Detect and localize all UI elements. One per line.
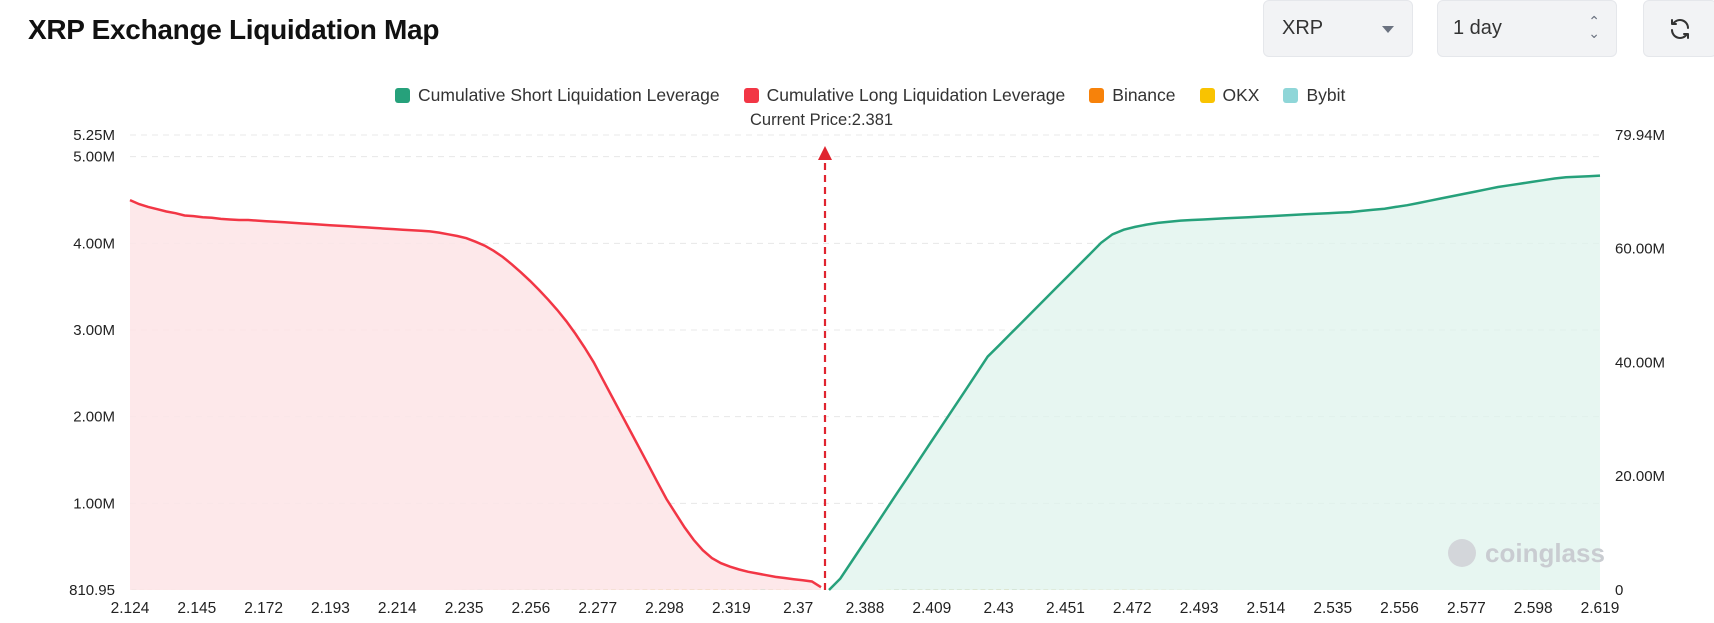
- legend-label: OKX: [1222, 85, 1260, 105]
- legend-label: Cumulative Long Liquidation Leverage: [766, 85, 1066, 105]
- legend-label: Cumulative Short Liquidation Leverage: [418, 85, 720, 105]
- range-select[interactable]: 1 day ⌃ ⌄: [1437, 0, 1617, 57]
- x-tick: 2.214: [378, 600, 417, 617]
- coin-select[interactable]: XRP: [1263, 0, 1413, 57]
- x-tick: 2.556: [1380, 600, 1419, 617]
- legend-item-3[interactable]: OKX: [1199, 85, 1260, 106]
- coinglass-logo-icon: [1448, 539, 1476, 567]
- x-tick: 2.298: [645, 600, 684, 617]
- x-tick: 2.535: [1313, 600, 1352, 617]
- y-left-tick: 1.00M: [73, 495, 115, 512]
- legend-label: Bybit: [1306, 85, 1346, 105]
- y-right-tick: 0: [1615, 582, 1623, 599]
- x-tick: 2.319: [712, 600, 751, 617]
- y-right-tick: 60.00M: [1615, 240, 1665, 257]
- refresh-icon: [1671, 18, 1689, 39]
- y-left-tick: 3.00M: [73, 322, 115, 339]
- coin-select-value: XRP: [1282, 17, 1324, 39]
- x-tick: 2.388: [846, 600, 885, 617]
- refresh-button[interactable]: [1643, 0, 1714, 57]
- updown-arrows-icon: ⌃ ⌄: [1588, 13, 1600, 41]
- x-tick: 2.256: [512, 600, 551, 617]
- legend-swatch: [1089, 88, 1105, 103]
- legend-label: Binance: [1112, 85, 1176, 105]
- x-tick: 2.277: [578, 600, 617, 617]
- x-tick: 2.124: [111, 600, 150, 617]
- x-tick: 2.514: [1247, 600, 1286, 617]
- x-tick: 2.37: [783, 600, 813, 617]
- chevron-down-icon: [1382, 26, 1394, 33]
- x-tick: 2.409: [912, 600, 951, 617]
- legend-item-0[interactable]: Cumulative Short Liquidation Leverage: [395, 85, 720, 106]
- short-area: [829, 175, 1600, 590]
- page-title: XRP Exchange Liquidation Map: [28, 14, 440, 45]
- legend: Cumulative Short Liquidation Leverage Cum…: [395, 85, 1369, 106]
- short-line: [828, 174, 1601, 591]
- legend-item-2[interactable]: Binance: [1089, 85, 1176, 106]
- y-left-tick: 810.95: [69, 582, 115, 599]
- x-tick: 2.145: [177, 600, 216, 617]
- x-tick: 2.619: [1581, 600, 1620, 617]
- current-price-arrow: [818, 146, 832, 160]
- y-right-tick: 79.94M: [1615, 127, 1665, 144]
- x-tick: 2.577: [1447, 600, 1486, 617]
- x-tick: 2.43: [984, 600, 1014, 617]
- x-tick: 2.235: [445, 600, 484, 617]
- legend-swatch: [1283, 88, 1299, 103]
- coinglass-watermark: coinglass: [1445, 536, 1605, 570]
- x-tick: 2.193: [311, 600, 350, 617]
- y-right-tick: 40.00M: [1615, 354, 1665, 371]
- y-right-tick: 20.00M: [1615, 468, 1665, 485]
- legend-swatch: [743, 88, 759, 103]
- long-area: [130, 200, 821, 590]
- legend-item-4[interactable]: Bybit: [1283, 85, 1345, 106]
- legend-swatch: [1199, 88, 1215, 103]
- y-left-tick: 2.00M: [73, 409, 115, 426]
- y-left-tick: 4.00M: [73, 235, 115, 252]
- legend-swatch: [395, 88, 410, 103]
- range-select-value: 1 day: [1453, 17, 1502, 39]
- x-tick: 2.172: [244, 600, 283, 617]
- current-price-label: Current Price:2.381: [750, 111, 894, 129]
- x-tick: 2.451: [1046, 600, 1085, 617]
- long-line: [129, 198, 822, 589]
- y-left-tick: 5.25M: [73, 127, 115, 144]
- legend-item-1[interactable]: Cumulative Long Liquidation Leverage: [743, 85, 1066, 106]
- x-tick: 2.598: [1514, 600, 1553, 617]
- x-tick: 2.493: [1180, 600, 1219, 617]
- y-left-tick: 5.00M: [73, 149, 115, 166]
- x-tick: 2.472: [1113, 600, 1152, 617]
- watermark-text: coinglass: [1485, 537, 1605, 568]
